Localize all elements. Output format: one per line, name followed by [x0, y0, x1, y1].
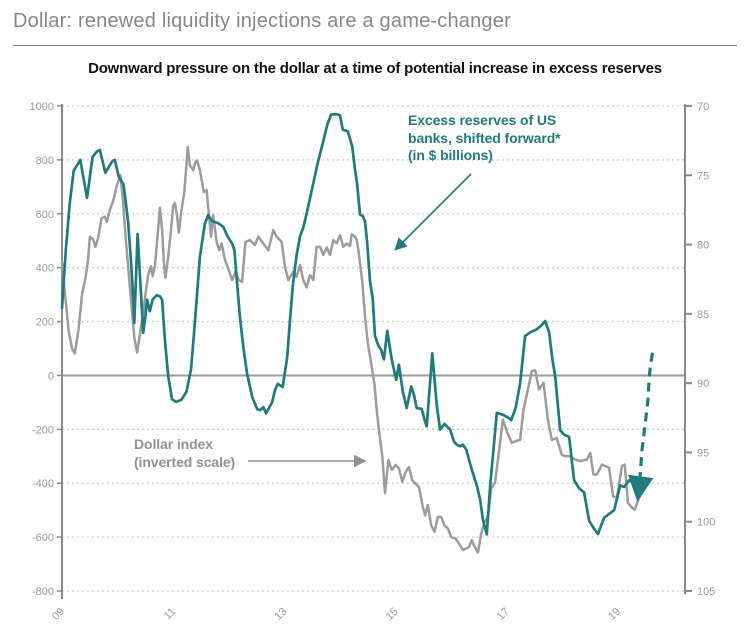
left-axis-tick-label: -400 — [32, 478, 54, 490]
right-axis-tick-label: 75 — [697, 170, 709, 182]
x-axis-tick-label: 15 — [384, 606, 401, 623]
left-axis-tick-label: -800 — [32, 586, 54, 598]
left-axis-tick-label: 600 — [36, 209, 54, 221]
dollar-index-annotation: Dollar index (inverted scale) — [134, 436, 235, 471]
right-axis-tick-label: 90 — [697, 378, 709, 390]
annotation-line: (inverted scale) — [134, 453, 236, 470]
annotation-line: (in $ billions) — [408, 147, 493, 163]
left-axis-tick-label: 200 — [36, 317, 54, 329]
page-title: Dollar: renewed liquidity injections are… — [13, 10, 511, 32]
left-axis-tick-label: 800 — [36, 155, 54, 167]
chart-title: Downward pressure on the dollar at a tim… — [88, 60, 662, 77]
series-dollar-index — [60, 145, 649, 554]
x-axis-tick-label: 17 — [495, 606, 512, 623]
annotation-arrow — [394, 173, 472, 251]
left-axis-tick-label: 400 — [36, 263, 54, 275]
annotation-line: Dollar index — [134, 436, 213, 452]
series-excess-reserves — [60, 112, 635, 536]
right-axis-tick-label: 80 — [697, 240, 709, 252]
title-divider — [13, 45, 737, 46]
annotation-line: Excess reserves of US — [408, 112, 557, 128]
right-axis-tick-label: 105 — [697, 586, 715, 598]
x-axis-tick-label: 09 — [50, 606, 67, 623]
x-axis-tick-label: 11 — [162, 606, 179, 623]
annotation-line: banks, shifted forward* — [408, 129, 561, 146]
left-axis-tick-label: -600 — [32, 532, 54, 544]
left-axis-tick-label: 1000 — [30, 101, 54, 113]
right-axis-tick-label: 100 — [697, 517, 715, 529]
series-excess-reserves-projection — [628, 352, 655, 502]
right-axis-tick-label: 95 — [697, 447, 709, 459]
x-axis-tick-label: 13 — [272, 606, 289, 623]
left-axis-tick-label: -200 — [32, 424, 54, 436]
left-axis-tick-label: 0 — [48, 370, 54, 382]
right-axis-tick-label: 70 — [697, 101, 709, 113]
right-axis-tick-label: 85 — [697, 309, 709, 321]
excess-reserves-annotation: Excess reserves of US banks, shifted for… — [408, 112, 561, 165]
x-axis-tick-label: 19 — [606, 606, 623, 623]
